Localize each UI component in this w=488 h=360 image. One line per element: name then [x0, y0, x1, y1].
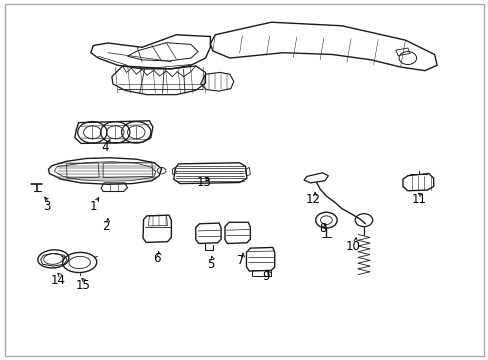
- Text: 14: 14: [51, 274, 65, 287]
- Text: 3: 3: [43, 201, 51, 213]
- Text: 4: 4: [102, 141, 109, 154]
- Text: 7: 7: [236, 254, 244, 267]
- Text: 1: 1: [89, 201, 97, 213]
- Text: 10: 10: [345, 240, 360, 253]
- Text: 8: 8: [318, 222, 325, 235]
- Text: 15: 15: [75, 279, 90, 292]
- Text: 6: 6: [153, 252, 160, 265]
- Text: 13: 13: [197, 176, 211, 189]
- Text: 12: 12: [305, 193, 320, 206]
- Text: 11: 11: [411, 193, 426, 206]
- Text: 9: 9: [262, 270, 270, 283]
- Text: 2: 2: [102, 220, 109, 233]
- Text: 5: 5: [206, 258, 214, 271]
